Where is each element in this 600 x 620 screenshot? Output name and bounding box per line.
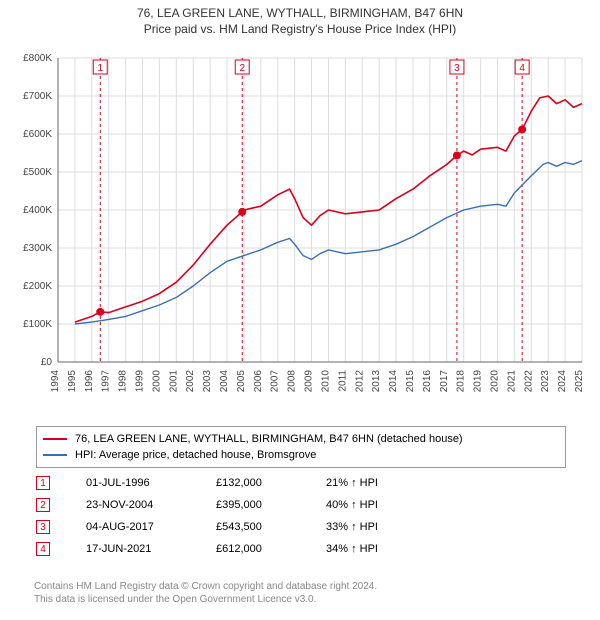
legend-item-hpi: HPI: Average price, detached house, Brom… (43, 447, 559, 463)
footer-line-1: Contains HM Land Registry data © Crown c… (34, 580, 377, 593)
legend-box: 76, LEA GREEN LANE, WYTHALL, BIRMINGHAM,… (36, 426, 566, 468)
svg-text:2023: 2023 (540, 370, 551, 393)
svg-text:2021: 2021 (506, 370, 517, 393)
svg-text:2018: 2018 (456, 370, 467, 393)
svg-text:2005: 2005 (236, 370, 247, 393)
svg-text:£200K: £200K (23, 281, 52, 292)
event-date: 04-AUG-2017 (86, 521, 216, 533)
svg-text:2012: 2012 (354, 370, 365, 393)
svg-text:2010: 2010 (320, 370, 331, 393)
svg-text:2004: 2004 (219, 370, 230, 393)
event-row: 1 01-JUL-1996 £132,000 21% ↑ HPI (36, 472, 566, 494)
svg-text:2003: 2003 (202, 370, 213, 393)
svg-text:£0: £0 (41, 357, 53, 368)
svg-text:1996: 1996 (84, 370, 95, 393)
svg-text:1998: 1998 (118, 370, 129, 393)
event-row: 3 04-AUG-2017 £543,500 33% ↑ HPI (36, 516, 566, 538)
svg-text:2019: 2019 (473, 370, 484, 393)
event-date: 23-NOV-2004 (86, 499, 216, 511)
event-marker-3: 3 (36, 520, 50, 534)
event-row: 2 23-NOV-2004 £395,000 40% ↑ HPI (36, 494, 566, 516)
legend-swatch-hpi (43, 454, 67, 456)
event-price: £395,000 (216, 499, 326, 511)
svg-text:2024: 2024 (557, 370, 568, 393)
svg-text:2014: 2014 (388, 370, 399, 393)
svg-text:1995: 1995 (67, 370, 78, 393)
chart-area: £0 £100K £200K £300K £400K £500K £600K £700K £80… (10, 48, 590, 418)
svg-text:2017: 2017 (439, 370, 450, 393)
svg-text:2008: 2008 (287, 370, 298, 393)
svg-text:£400K: £400K (23, 205, 52, 216)
event-price: £612,000 (216, 543, 326, 555)
legend-label-hpi: HPI: Average price, detached house, Brom… (75, 449, 316, 461)
svg-text:2000: 2000 (151, 370, 162, 393)
chart-svg: £0 £100K £200K £300K £400K £500K £600K £700K £80… (10, 48, 590, 418)
event-date: 01-JUL-1996 (86, 477, 216, 489)
svg-text:2009: 2009 (304, 370, 315, 393)
event-date: 17-JUN-2021 (86, 543, 216, 555)
title-block: 76, LEA GREEN LANE, WYTHALL, BIRMINGHAM,… (0, 0, 600, 36)
svg-text:2002: 2002 (185, 370, 196, 393)
svg-text:2022: 2022 (523, 370, 534, 393)
svg-text:1: 1 (97, 63, 103, 74)
svg-text:2001: 2001 (168, 370, 179, 393)
attribution-footer: Contains HM Land Registry data © Crown c… (34, 580, 377, 606)
event-delta: 40% ↑ HPI (326, 499, 446, 511)
svg-text:2015: 2015 (405, 370, 416, 393)
event-marker-4: 4 (36, 542, 50, 556)
events-table: 1 01-JUL-1996 £132,000 21% ↑ HPI 2 23-NO… (36, 472, 566, 560)
chart-container: 76, LEA GREEN LANE, WYTHALL, BIRMINGHAM,… (0, 0, 600, 620)
svg-text:2020: 2020 (489, 370, 500, 393)
svg-text:2025: 2025 (574, 370, 585, 393)
svg-text:£100K: £100K (23, 319, 52, 330)
svg-text:£700K: £700K (23, 91, 52, 102)
svg-text:1997: 1997 (101, 370, 112, 393)
svg-text:£600K: £600K (23, 129, 52, 140)
event-row: 4 17-JUN-2021 £612,000 34% ↑ HPI (36, 538, 566, 560)
svg-text:2: 2 (239, 63, 245, 74)
svg-text:2007: 2007 (270, 370, 281, 393)
event-delta: 21% ↑ HPI (326, 477, 446, 489)
svg-text:2013: 2013 (371, 370, 382, 393)
title-address: 76, LEA GREEN LANE, WYTHALL, BIRMINGHAM,… (0, 6, 600, 20)
svg-text:1994: 1994 (50, 370, 61, 393)
svg-text:£500K: £500K (23, 167, 52, 178)
svg-text:2011: 2011 (337, 370, 348, 392)
event-delta: 34% ↑ HPI (326, 543, 446, 555)
svg-text:3: 3 (454, 63, 460, 74)
svg-text:£800K: £800K (23, 53, 52, 64)
event-marker-1: 1 (36, 476, 50, 490)
title-subtitle: Price paid vs. HM Land Registry's House … (0, 22, 600, 36)
legend-item-property: 76, LEA GREEN LANE, WYTHALL, BIRMINGHAM,… (43, 431, 559, 447)
svg-text:2016: 2016 (422, 370, 433, 393)
event-marker-2: 2 (36, 498, 50, 512)
footer-line-2: This data is licensed under the Open Gov… (34, 593, 377, 606)
svg-text:£300K: £300K (23, 243, 52, 254)
legend-label-property: 76, LEA GREEN LANE, WYTHALL, BIRMINGHAM,… (75, 433, 463, 445)
svg-text:2006: 2006 (253, 370, 264, 393)
svg-text:4: 4 (519, 63, 525, 74)
svg-text:1999: 1999 (135, 370, 146, 393)
legend-swatch-property (43, 438, 67, 440)
event-delta: 33% ↑ HPI (326, 521, 446, 533)
event-price: £132,000 (216, 477, 326, 489)
event-price: £543,500 (216, 521, 326, 533)
